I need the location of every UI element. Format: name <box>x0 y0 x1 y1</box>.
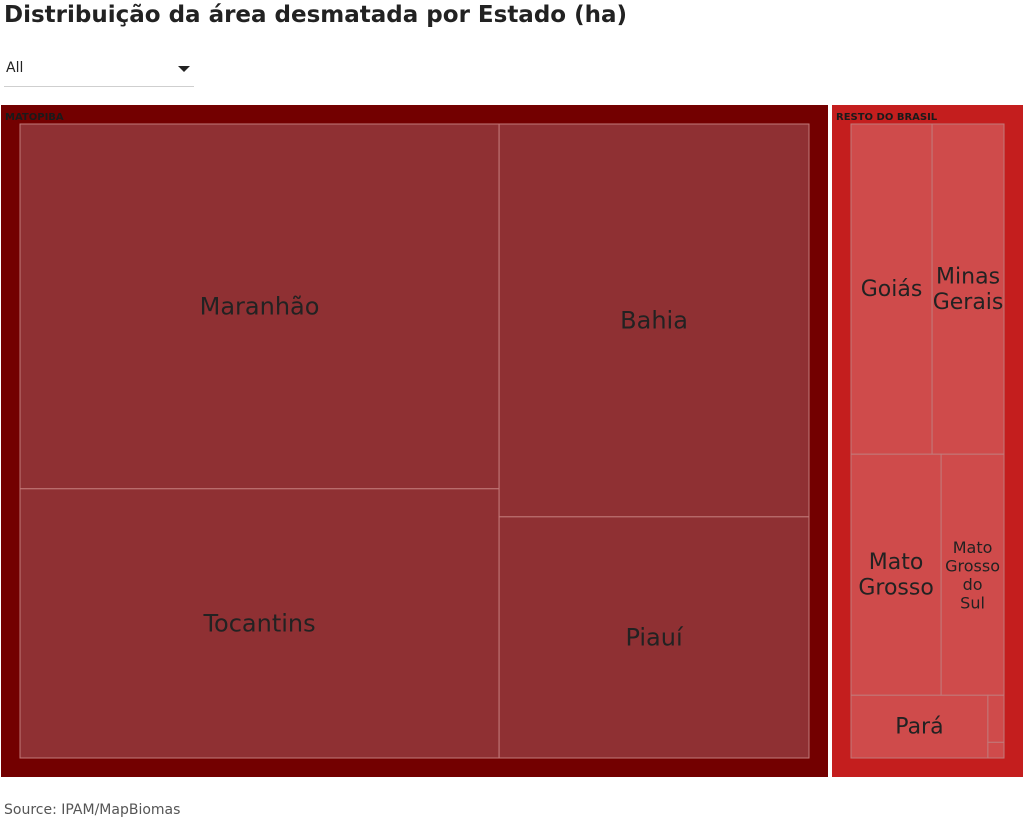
treemap-cell-piaui[interactable] <box>498 516 810 759</box>
treemap-chart: MATOPIBA Maranhão Tocantins Bahia Piauí RESTO… <box>1 105 1023 777</box>
treemap-cell-mato-grosso[interactable] <box>850 453 942 696</box>
treemap-cell-para[interactable] <box>850 694 989 759</box>
filter-dropdown[interactable]: All <box>4 58 194 87</box>
leaf-label-mato-grosso-do-sul: Mato Grosso do Sul <box>945 538 1000 612</box>
leaf-label-goias: Goiás <box>861 277 923 302</box>
leaf-label-minas-gerais: Minas Gerais <box>933 264 1004 314</box>
treemap-cell-minas-gerais[interactable] <box>931 123 1005 455</box>
treemap-cell-tocantins[interactable] <box>19 488 500 759</box>
treemap-cell-mato-grosso-do-sul[interactable] <box>940 453 1005 696</box>
treemap-cell-unlabeled[interactable] <box>987 694 1005 743</box>
source-note: Source: IPAM/MapBiomas <box>4 802 181 818</box>
leaf-label-piaui: Piauí <box>625 623 684 651</box>
caret-down-icon <box>178 66 190 72</box>
filter-selected-value: All <box>6 60 24 76</box>
treemap-cell-maranhao[interactable] <box>19 123 500 490</box>
leaf-label-mato-grosso: Mato Grosso <box>858 550 933 600</box>
leaf-label-bahia: Bahia <box>620 306 688 334</box>
treemap-cell-bahia[interactable] <box>498 123 810 518</box>
group-label-matopiba: MATOPIBA <box>5 112 64 123</box>
chart-title: Distribuição da área desmatada por Estad… <box>4 2 628 28</box>
group-label-resto-do-brasil: RESTO DO BRASIL <box>836 112 938 123</box>
leaf-label-maranhao: Maranhão <box>200 292 320 320</box>
leaf-label-para: Pará <box>895 714 943 739</box>
treemap-cell-goias[interactable] <box>850 123 933 455</box>
leaf-label-tocantins: Tocantins <box>202 609 315 637</box>
treemap-cell-unlabeled[interactable] <box>987 741 1005 759</box>
